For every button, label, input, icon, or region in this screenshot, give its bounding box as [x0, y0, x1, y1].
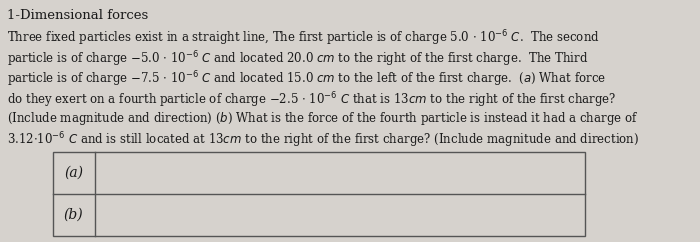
Text: particle is of charge $-$7.5 $\cdot$ 10$^{-6}$ $C$ and located 15.0 $cm$ to the : particle is of charge $-$7.5 $\cdot$ 10$… [8, 69, 606, 89]
Text: (Include magnitude and direction) ($b$) What is the force of the fourth particle: (Include magnitude and direction) ($b$) … [8, 110, 639, 127]
Text: (b): (b) [64, 208, 83, 222]
Text: 1-Dimensional forces: 1-Dimensional forces [8, 8, 148, 22]
Text: particle is of charge $-$5.0 $\cdot$ 10$^{-6}$ $C$ and located 20.0 $cm$ to the : particle is of charge $-$5.0 $\cdot$ 10$… [8, 49, 589, 69]
Text: do they exert on a fourth particle of charge $-$2.5 $\cdot$ 10$^{-6}$ $C$ that i: do they exert on a fourth particle of ch… [8, 90, 617, 109]
Text: 3.12$\cdot$10$^{-6}$ $C$ and is still located at 13$cm$ to the right of the firs: 3.12$\cdot$10$^{-6}$ $C$ and is still lo… [8, 131, 640, 150]
Text: Three fixed particles exist in a straight line, The first particle is of charge : Three fixed particles exist in a straigh… [8, 29, 600, 48]
Text: (a): (a) [64, 166, 83, 180]
